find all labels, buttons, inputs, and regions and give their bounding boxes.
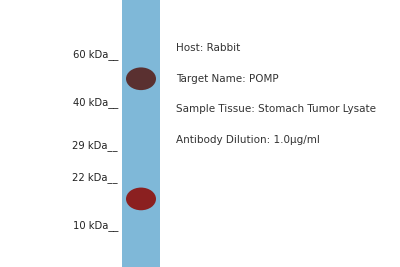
Text: Sample Tissue: Stomach Tumor Lysate: Sample Tissue: Stomach Tumor Lysate [176, 104, 376, 115]
Bar [122, 0, 160, 267]
Text: 40 kDa__: 40 kDa__ [73, 97, 118, 108]
Text: Antibody Dilution: 1.0µg/ml: Antibody Dilution: 1.0µg/ml [176, 135, 320, 145]
Text: Target Name: POMP: Target Name: POMP [176, 74, 279, 84]
Text: 22 kDa__: 22 kDa__ [72, 172, 118, 183]
Ellipse shape [126, 187, 156, 210]
Text: 10 kDa__: 10 kDa__ [73, 220, 118, 231]
Ellipse shape [126, 68, 156, 90]
Text: Host: Rabbit: Host: Rabbit [176, 43, 240, 53]
Text: 29 kDa__: 29 kDa__ [72, 140, 118, 151]
Text: 60 kDa__: 60 kDa__ [73, 49, 118, 60]
